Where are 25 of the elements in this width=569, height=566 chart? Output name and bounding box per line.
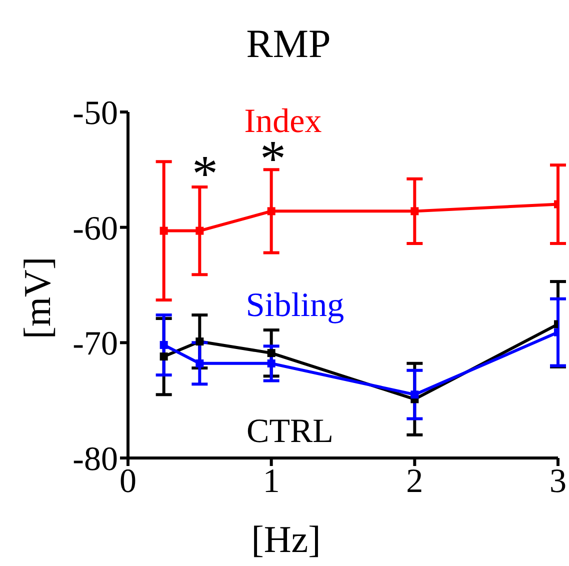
y-tick-label: -70 xyxy=(72,326,118,363)
point xyxy=(410,390,419,399)
y-axis-title: [mV] xyxy=(16,256,60,340)
chart-title: RMP xyxy=(245,20,332,67)
point xyxy=(196,359,204,368)
y-tick-label: -80 xyxy=(72,441,118,478)
y-tick-label: -60 xyxy=(72,210,118,248)
point xyxy=(267,349,276,358)
annotation: * xyxy=(192,146,218,203)
point xyxy=(196,338,204,346)
point xyxy=(160,340,168,349)
x-axis-title: [Hz] xyxy=(251,518,321,562)
point xyxy=(267,359,276,368)
x-tick-label: 2 xyxy=(406,463,424,500)
point xyxy=(410,207,419,216)
point xyxy=(160,226,168,235)
point xyxy=(196,226,204,235)
x-tick-label: 0 xyxy=(120,463,136,500)
series-label: CTRL xyxy=(246,413,334,451)
y-tick-label: -50 xyxy=(72,95,118,132)
point xyxy=(160,352,168,361)
x-tick-label: 3 xyxy=(550,463,566,500)
x-tick-label: 1 xyxy=(262,463,280,500)
series-label: Sibling xyxy=(246,287,344,325)
point xyxy=(267,207,276,216)
